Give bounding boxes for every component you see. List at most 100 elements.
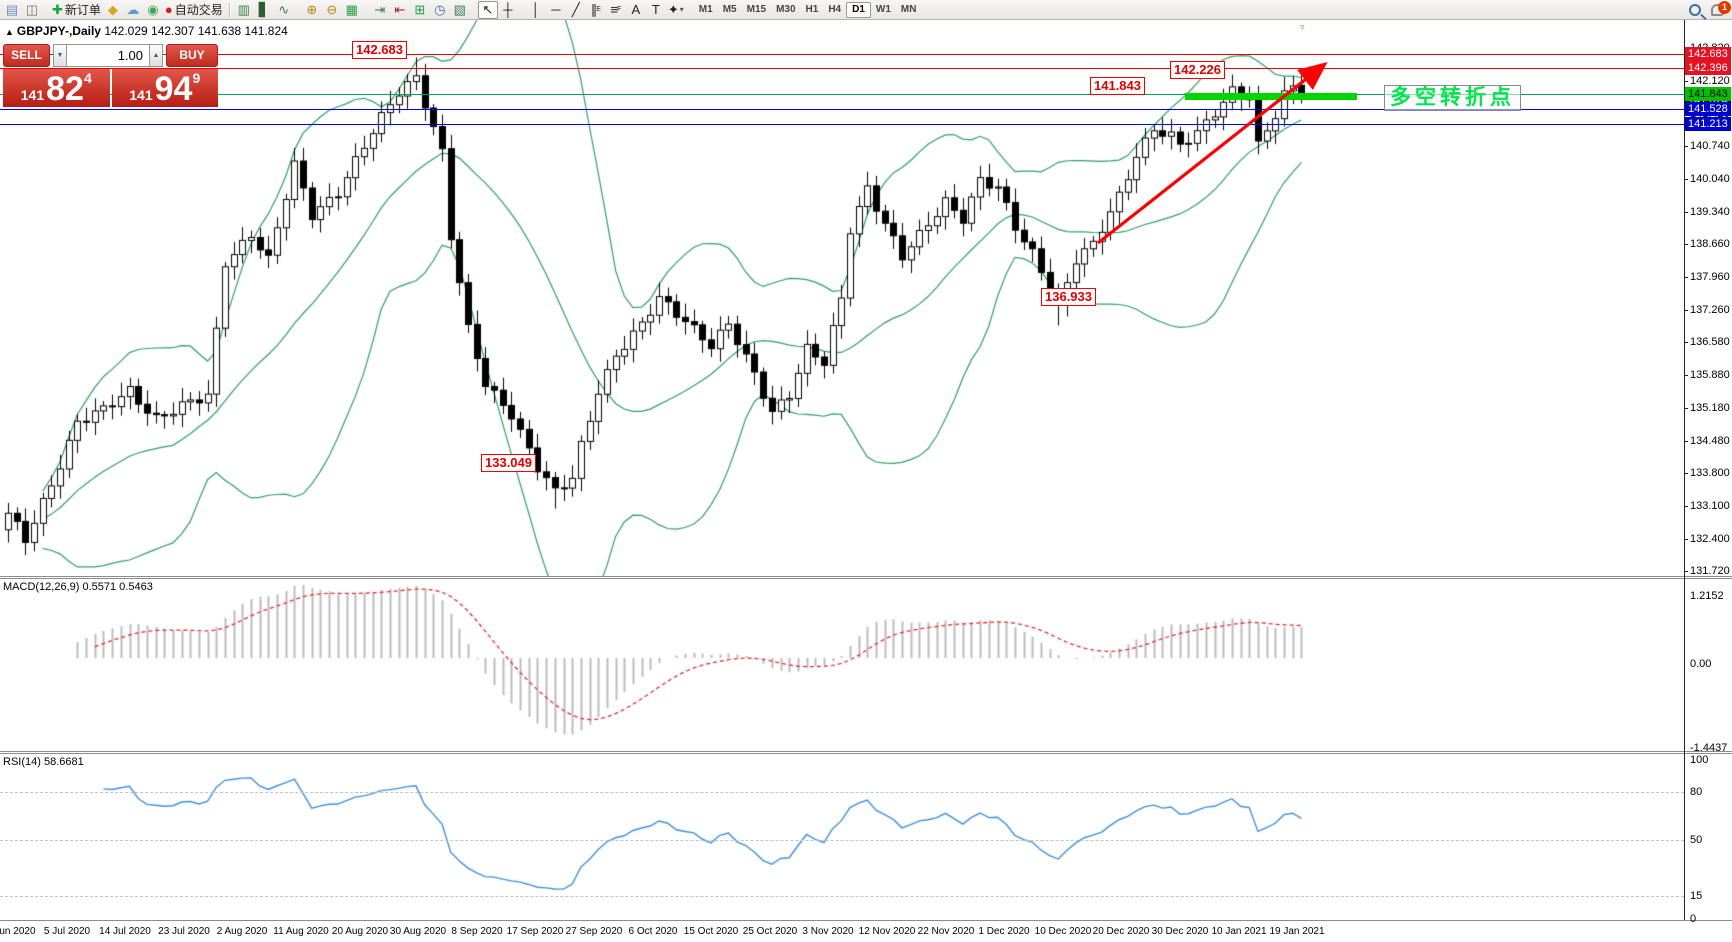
profiles-icon[interactable]: ◫ bbox=[25, 1, 39, 17]
buy-button[interactable]: BUY bbox=[166, 44, 218, 67]
sell-price-button[interactable]: 141 82 4 bbox=[3, 69, 110, 107]
rsi-scale-label: 100 bbox=[1690, 754, 1709, 766]
fibonacci-icon[interactable]: ≡ F bbox=[610, 1, 622, 17]
cursor-icon[interactable]: ↖ bbox=[477, 0, 498, 19]
date-axis-label: 22 Nov 2020 bbox=[917, 926, 975, 937]
date-axis-label: 25 Oct 2020 bbox=[742, 926, 798, 937]
price-annotation-label[interactable]: 133.049 bbox=[481, 454, 536, 472]
new-order-button[interactable]: ✚ 新订单 bbox=[50, 1, 103, 19]
price-tick-label: 138.660 bbox=[1690, 238, 1730, 250]
date-axis-label: 30 Aug 2020 bbox=[389, 926, 447, 937]
price-tick-mark bbox=[1684, 277, 1688, 278]
timeframe-h4-button[interactable]: H4 bbox=[828, 4, 842, 16]
text-icon[interactable]: A bbox=[631, 1, 641, 17]
sell-button[interactable]: SELL bbox=[3, 44, 50, 67]
time-axis-separator bbox=[0, 920, 1732, 921]
rsi-canvas[interactable] bbox=[0, 754, 1684, 920]
price-tick-label: 140.740 bbox=[1690, 140, 1730, 152]
buy-price-button[interactable]: 141 94 9 bbox=[111, 69, 218, 107]
auto-scroll-icon[interactable]: ⇥ bbox=[374, 1, 386, 17]
price-tick-label: 135.880 bbox=[1690, 369, 1730, 381]
timeframe-m30-button[interactable]: M30 bbox=[776, 4, 796, 16]
sell-price-prefix: 141 bbox=[20, 87, 45, 103]
price-annotation-label[interactable]: 142.683 bbox=[352, 41, 407, 59]
chart-shift-marker-icon[interactable]: ▿ bbox=[1300, 22, 1305, 32]
new-chart-icon[interactable]: ▤ bbox=[5, 1, 19, 17]
timeframe-m1-button[interactable]: M1 bbox=[698, 4, 713, 16]
price-tick-mark bbox=[1684, 441, 1688, 442]
zoom-in-icon[interactable]: ⊕ bbox=[306, 1, 318, 17]
horizontal-level-line[interactable] bbox=[0, 108, 1684, 110]
macd-scale-label: -1.4437 bbox=[1690, 742, 1728, 754]
date-axis-label: 1 Dec 2020 bbox=[978, 926, 1030, 937]
tile-windows-icon[interactable]: ▦ bbox=[345, 1, 358, 17]
date-axis-label: 20 Dec 2020 bbox=[1092, 926, 1150, 937]
volume-increase-button[interactable]: ▲ bbox=[149, 44, 163, 67]
timeframe-mn-button[interactable]: MN bbox=[900, 4, 917, 16]
arrows-tool-icon[interactable]: ✦ ▾ bbox=[667, 1, 684, 17]
volume-decrease-button[interactable]: ▼ bbox=[53, 44, 67, 67]
price-tick-label: 135.180 bbox=[1690, 402, 1730, 414]
timeframe-d1-button[interactable]: D1 bbox=[846, 1, 871, 18]
autotrading-icon: ● bbox=[164, 1, 173, 17]
volume-input[interactable]: 1.00 bbox=[67, 44, 149, 67]
highlight-trend-segment[interactable] bbox=[1185, 93, 1357, 100]
horizontal-level-line[interactable] bbox=[0, 94, 1684, 95]
line-chart-icon[interactable]: ∿ bbox=[278, 1, 290, 17]
price-tick-mark bbox=[1684, 310, 1688, 311]
horizontal-level-line[interactable] bbox=[0, 54, 1684, 56]
chart-shift-icon[interactable]: ⇤ bbox=[394, 1, 406, 17]
price-scale-badge: 142.396 bbox=[1685, 61, 1731, 75]
price-tick-mark bbox=[1684, 81, 1688, 82]
zoom-out-icon[interactable]: ⊖ bbox=[326, 1, 338, 17]
trendline-icon[interactable]: ╱ bbox=[571, 1, 580, 17]
price-annotation-label[interactable]: 141.843 bbox=[1090, 77, 1145, 95]
price-tick-label: 136.580 bbox=[1690, 336, 1730, 348]
notifications-count-badge: 1 bbox=[1718, 0, 1731, 14]
price-scale-separator bbox=[1684, 20, 1685, 920]
price-annotation-label[interactable]: 142.226 bbox=[1170, 61, 1225, 79]
crosshair-icon[interactable]: ┼ bbox=[503, 1, 513, 17]
templates-icon[interactable]: ▧ bbox=[453, 1, 466, 17]
metaeditor-icon[interactable]: ◆ bbox=[107, 1, 118, 17]
indicators-add-icon[interactable]: ⊞ bbox=[414, 1, 426, 17]
date-axis-label: 6 Oct 2020 bbox=[628, 926, 678, 937]
bull-bear-turning-point-note[interactable]: 多空转折点 bbox=[1384, 85, 1521, 111]
macd-window-separator[interactable] bbox=[0, 576, 1732, 579]
price-tick-label: 139.340 bbox=[1690, 206, 1730, 218]
candlestick-chart-icon[interactable]: ▋ bbox=[258, 1, 269, 17]
price-annotation-label[interactable]: 136.933 bbox=[1041, 288, 1096, 306]
rsi-window-separator[interactable] bbox=[0, 751, 1732, 754]
autotrading-button[interactable]: ● 自动交易 bbox=[163, 1, 225, 19]
price-tick-label: 137.260 bbox=[1690, 304, 1730, 316]
period-clock-icon[interactable]: ◷ bbox=[434, 1, 446, 17]
signals-icon[interactable]: ◉ bbox=[147, 1, 159, 17]
timeframe-h1-button[interactable]: H1 bbox=[805, 4, 819, 16]
vertical-line-icon[interactable]: │ bbox=[531, 1, 540, 17]
timeframe-m15-button[interactable]: M15 bbox=[746, 4, 767, 16]
macd-indicator-label: MACD(12,26,9) 0.5571 0.5463 bbox=[3, 581, 153, 593]
horizontal-level-line[interactable] bbox=[0, 67, 1684, 69]
price-tick-mark bbox=[1684, 179, 1688, 180]
price-tick-label: 137.960 bbox=[1690, 271, 1730, 283]
date-axis-label: 15 Oct 2020 bbox=[683, 926, 739, 937]
price-tick-mark bbox=[1684, 212, 1688, 213]
price-chart-canvas[interactable] bbox=[0, 20, 1684, 576]
market-icon[interactable]: ☁ bbox=[126, 1, 140, 17]
ohlc-readout: 142.029 142.307 141.638 141.824 bbox=[104, 24, 288, 38]
macd-scale-label: 0.00 bbox=[1690, 658, 1712, 670]
main-toolbar: ▤ ◫ ✚ 新订单 ◆ ☁ ◉ ● 自动交易 ▥ ▋ ∿ ⊕ ⊖ ▦ ⇥ ⇤ ⊞ ◷ ▧ ↖ ┼ │ ─ ╱ ∥ E ≡ F… bbox=[0, 0, 1732, 20]
macd-canvas[interactable] bbox=[0, 579, 1684, 751]
macd-scale-label: 1.2152 bbox=[1690, 590, 1724, 602]
text-label-icon[interactable]: T bbox=[651, 1, 660, 17]
sell-price-big: 82 bbox=[46, 70, 84, 108]
horizontal-level-line[interactable] bbox=[0, 123, 1684, 125]
timeframe-m5-button[interactable]: M5 bbox=[722, 4, 737, 16]
timeframe-w1-button[interactable]: W1 bbox=[875, 4, 891, 16]
bar-chart-icon[interactable]: ▥ bbox=[237, 1, 250, 17]
equidistant-channel-icon[interactable]: ∥ E bbox=[590, 1, 601, 17]
search-icon[interactable] bbox=[1689, 3, 1701, 16]
horizontal-line-icon[interactable]: ─ bbox=[551, 1, 561, 17]
notifications-icon[interactable]: 1 bbox=[1711, 0, 1731, 16]
